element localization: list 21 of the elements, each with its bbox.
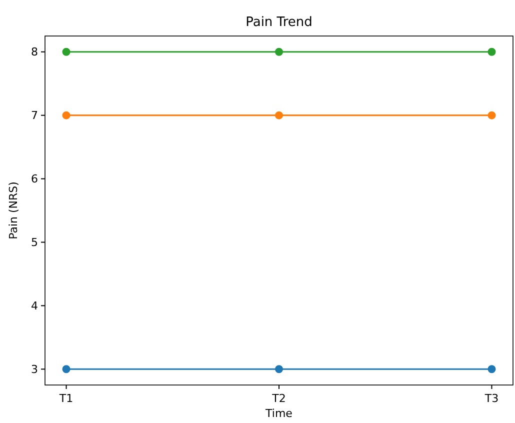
- point: [275, 111, 283, 120]
- y-tick-label: 4: [31, 300, 38, 313]
- point: [275, 48, 283, 56]
- y-tick-label: 7: [31, 109, 38, 122]
- x-tick-label: T2: [271, 392, 286, 405]
- point: [488, 365, 496, 374]
- x-axis-title: Time: [264, 407, 293, 420]
- y-tick-label: 6: [31, 172, 38, 186]
- x-tick-label: T1: [58, 392, 74, 405]
- point: [62, 365, 70, 374]
- point: [62, 48, 70, 56]
- y-axis-title: Pain (NRS): [7, 182, 20, 240]
- point: [488, 48, 496, 56]
- point: [275, 365, 283, 374]
- y-tick-label: 3: [31, 362, 38, 376]
- x-tick-label: T3: [484, 392, 499, 405]
- chart-title: Pain Trend: [246, 15, 312, 30]
- point: [488, 111, 496, 120]
- point: [62, 111, 70, 120]
- y-tick-label: 8: [31, 46, 38, 59]
- y-tick-label: 5: [31, 236, 38, 250]
